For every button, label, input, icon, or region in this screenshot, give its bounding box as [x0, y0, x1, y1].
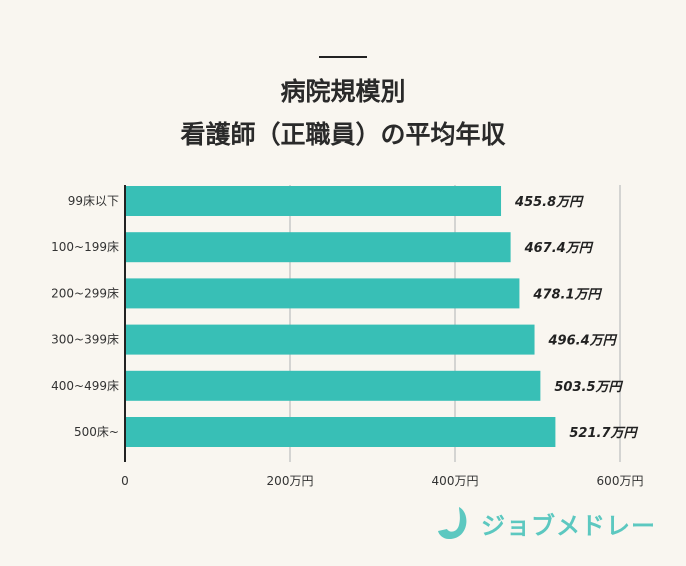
x-tick-label: 400万円: [432, 474, 479, 488]
title-rule: [319, 56, 367, 58]
bar: [125, 186, 502, 216]
bar: [125, 417, 556, 447]
jobmedley-logo: ジョブメドレー: [437, 505, 656, 541]
x-tick-label: 200万円: [267, 474, 314, 488]
y-tick-label: 500床~: [74, 425, 119, 439]
y-tick-label: 99床以下: [68, 194, 119, 208]
data-label: 521.7万円: [569, 426, 638, 441]
chart-title-line-1: 病院規模別: [280, 77, 406, 106]
y-tick-label: 300~399床: [51, 333, 119, 347]
bar: [125, 324, 535, 355]
data-label: 496.4万円: [548, 334, 618, 349]
data-label: 455.8万円: [514, 195, 584, 210]
bar: [125, 370, 541, 401]
y-tick-label: 200~299床: [51, 286, 119, 300]
logo-text: ジョブメドレー: [481, 511, 656, 540]
data-label: 478.1万円: [532, 287, 602, 302]
bar: [125, 232, 511, 263]
bar: [125, 278, 520, 309]
chart-title-line-2: 看護師（正職員）の平均年収: [180, 120, 506, 149]
y-tick-label: 400~499床: [51, 379, 119, 393]
y-tick-label: 100~199床: [51, 240, 119, 254]
data-label: 467.4万円: [524, 241, 594, 256]
data-label: 503.5万円: [554, 380, 623, 395]
logo-mark-icon: [438, 507, 467, 539]
x-tick-label: 600万円: [597, 474, 644, 488]
x-tick-label: 0: [121, 474, 129, 488]
